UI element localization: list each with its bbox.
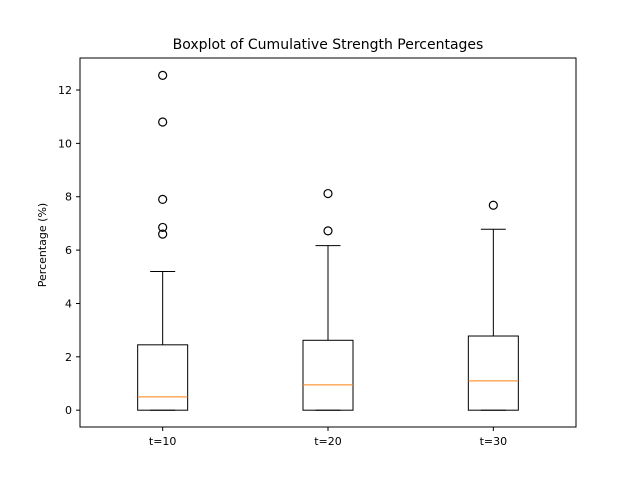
x-tick-label: t=20 bbox=[314, 435, 342, 448]
y-tick-label: 4 bbox=[65, 297, 72, 310]
outlier-point bbox=[323, 188, 333, 199]
y-tick-label: 10 bbox=[58, 137, 72, 150]
chart-title: Boxplot of Cumulative Strength Percentag… bbox=[173, 37, 484, 53]
outlier-point bbox=[158, 70, 168, 80]
outlier-point bbox=[158, 229, 168, 239]
box bbox=[467, 335, 519, 411]
y-tick-label: 6 bbox=[65, 244, 72, 257]
box bbox=[137, 344, 189, 411]
outlier-point bbox=[488, 200, 498, 210]
x-tick-label: t=10 bbox=[149, 435, 177, 448]
outlier-point bbox=[158, 117, 168, 127]
y-tick-label: 8 bbox=[65, 191, 72, 204]
y-tick-label: 0 bbox=[65, 404, 72, 417]
outlier-point bbox=[323, 226, 333, 236]
box bbox=[302, 339, 354, 411]
plot-frame bbox=[79, 57, 577, 428]
y-tick-label: 2 bbox=[65, 351, 72, 364]
outlier-point bbox=[158, 194, 168, 205]
x-tick-label: t=30 bbox=[480, 435, 508, 448]
outlier-point bbox=[158, 222, 168, 233]
y-axis-label: Percentage (%) bbox=[36, 203, 49, 287]
y-tick-label: 12 bbox=[58, 84, 72, 97]
